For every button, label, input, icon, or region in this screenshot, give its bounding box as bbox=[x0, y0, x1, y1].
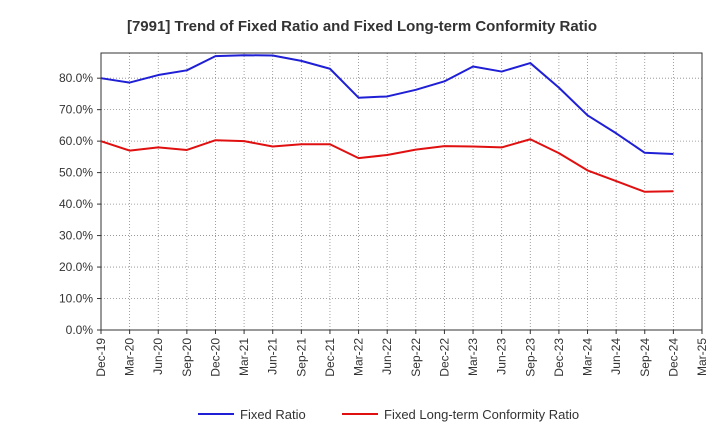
legend: Fixed Ratio Fixed Long-term Conformity Ra… bbox=[198, 407, 579, 422]
x-tick-label: Dec-19 bbox=[94, 338, 108, 377]
plot-frame bbox=[100, 52, 703, 331]
x-tick-label: Sep-20 bbox=[180, 338, 194, 377]
x-tick-label: Jun-20 bbox=[151, 338, 165, 375]
chart-grid bbox=[101, 53, 702, 330]
y-tick-label: 60.0% bbox=[59, 134, 93, 148]
x-tick-label: Sep-23 bbox=[523, 338, 537, 377]
series-line-fixed-ratio bbox=[100, 54, 674, 156]
x-tick-label: Mar-22 bbox=[352, 338, 366, 376]
x-tick-label: Sep-21 bbox=[294, 338, 308, 377]
x-tick-label: Dec-21 bbox=[323, 338, 337, 377]
x-tick-label: Jun-21 bbox=[266, 338, 280, 375]
x-tick-label: Sep-22 bbox=[409, 338, 423, 377]
chart-title: [7991] Trend of Fixed Ratio and Fixed Lo… bbox=[127, 18, 597, 35]
y-tick-label: 0.0% bbox=[66, 323, 94, 337]
x-tick-label: Dec-22 bbox=[437, 338, 451, 377]
series-line-fixed-long-term-conformity-ratio bbox=[100, 138, 674, 193]
y-tick-label: 20.0% bbox=[59, 260, 93, 274]
x-tick-label: Mar-25 bbox=[695, 338, 709, 376]
x-tick-label: Jun-23 bbox=[495, 338, 509, 375]
x-tick-label: Dec-24 bbox=[666, 338, 680, 377]
x-tick-label: Dec-20 bbox=[208, 338, 222, 377]
x-tick-label: Mar-20 bbox=[123, 338, 137, 376]
x-tick-label: Mar-23 bbox=[466, 338, 480, 376]
y-tick-label: 40.0% bbox=[59, 197, 93, 211]
x-tick-label: Jun-24 bbox=[609, 338, 623, 375]
legend-label: Fixed Long-term Conformity Ratio bbox=[384, 407, 579, 422]
y-tick-labels: 0.0% 10.0% 20.0% 30.0% 40.0% 50.0% 60.0% 70.0% 8… bbox=[59, 71, 93, 337]
x-tick-labels: Dec-19 Mar-20 Jun-20 Sep-20 Dec-20 Mar-21 Jun-… bbox=[94, 338, 709, 377]
chart-axes bbox=[97, 52, 703, 334]
y-tick-label: 70.0% bbox=[59, 103, 93, 117]
x-tick-label: Sep-24 bbox=[638, 338, 652, 377]
x-tick-label: Mar-24 bbox=[581, 338, 595, 376]
x-tick-label: Jun-22 bbox=[380, 338, 394, 375]
legend-label: Fixed Ratio bbox=[240, 407, 306, 422]
x-tick-label: Mar-21 bbox=[237, 338, 251, 376]
x-tick-label: Dec-23 bbox=[552, 338, 566, 377]
y-tick-label: 80.0% bbox=[59, 71, 93, 85]
y-tick-label: 30.0% bbox=[59, 229, 93, 243]
y-tick-label: 10.0% bbox=[59, 292, 93, 306]
y-tick-label: 50.0% bbox=[59, 166, 93, 180]
series-lines bbox=[100, 54, 674, 193]
